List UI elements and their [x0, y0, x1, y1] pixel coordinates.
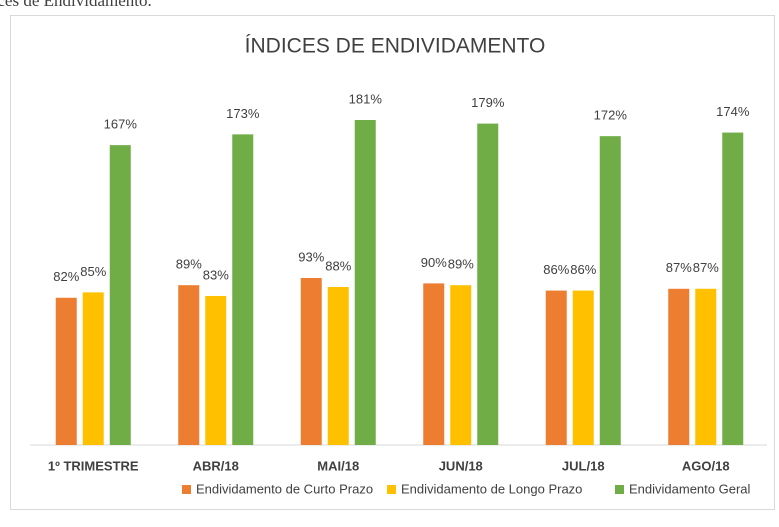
- bar: [354, 120, 376, 445]
- bar: [205, 295, 227, 445]
- bar: [722, 132, 744, 445]
- data-label: 167%: [104, 117, 138, 132]
- bar: [695, 288, 717, 445]
- data-label: 179%: [471, 95, 505, 110]
- bar: [327, 286, 349, 445]
- legend-swatch: [387, 485, 396, 494]
- bar: [232, 134, 254, 446]
- data-label: 82%: [53, 269, 79, 284]
- bar: [599, 136, 621, 445]
- chart-frame: [10, 15, 775, 510]
- data-label: 89%: [448, 257, 474, 272]
- bar: [55, 297, 77, 445]
- x-tick-label: 1º TRIMESTRE: [48, 458, 139, 473]
- data-label: 83%: [203, 267, 229, 282]
- bar: [109, 145, 131, 445]
- bar: [450, 285, 472, 445]
- legend-swatch: [182, 485, 191, 494]
- bar: [572, 290, 594, 445]
- x-tick-label: MAI/18: [317, 458, 359, 473]
- data-label: 86%: [570, 262, 596, 277]
- data-label: 173%: [226, 106, 260, 121]
- legend-label: Endividamento de Curto Prazo: [196, 481, 373, 496]
- chart-title: ÍNDICES DE ENDIVIDAMENTO: [245, 35, 546, 58]
- x-tick-label: AGO/18: [682, 458, 730, 473]
- x-tick-label: JUL/18: [562, 458, 605, 473]
- x-tick-label: ABR/18: [193, 458, 239, 473]
- data-label: 90%: [421, 255, 447, 270]
- legend-label: Endividamento de Longo Prazo: [401, 481, 582, 496]
- data-label: 85%: [80, 264, 106, 279]
- legend-label: Endividamento Geral: [629, 481, 751, 496]
- data-label: 181%: [349, 91, 383, 106]
- legend-swatch: [615, 485, 624, 494]
- caption: Índices de Endividamento.: [0, 0, 152, 10]
- bar: [477, 123, 499, 446]
- data-label: 87%: [693, 260, 719, 275]
- data-label: 87%: [666, 260, 692, 275]
- data-label: 93%: [298, 249, 324, 264]
- data-label: 88%: [325, 258, 351, 273]
- x-tick-label: JUN/18: [439, 458, 483, 473]
- data-label: 86%: [543, 262, 569, 277]
- bar: [423, 283, 445, 445]
- data-label: 174%: [716, 104, 750, 119]
- data-label: 89%: [176, 257, 202, 272]
- bar: [668, 288, 690, 445]
- data-label: 172%: [594, 108, 628, 123]
- bar: [545, 290, 567, 445]
- bar: [82, 292, 104, 445]
- bar: [178, 285, 200, 445]
- bar: [300, 278, 322, 445]
